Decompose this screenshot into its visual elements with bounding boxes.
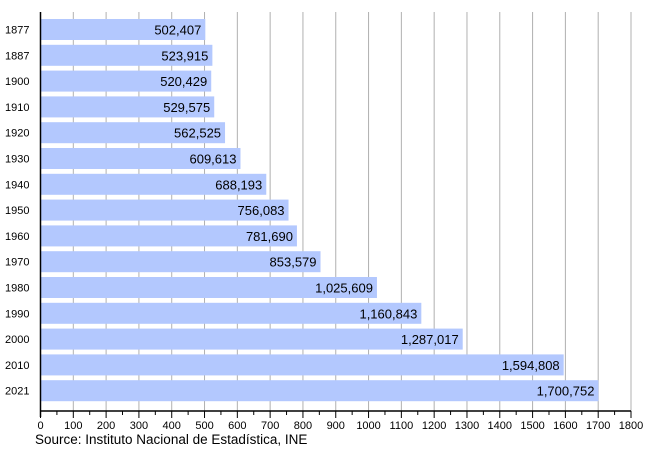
value-label: 756,083 <box>238 203 285 218</box>
x-tick-label: 1400 <box>488 420 512 432</box>
category-label: 1910 <box>5 102 29 114</box>
x-tick-label: 900 <box>327 420 345 432</box>
category-label: 1930 <box>5 154 29 166</box>
bar <box>40 328 463 350</box>
value-label: 1,287,017 <box>401 332 459 347</box>
x-tick-label: 1000 <box>356 420 380 432</box>
x-tick-label: 1600 <box>553 420 577 432</box>
value-label: 520,429 <box>160 74 207 89</box>
value-label: 1,700,752 <box>537 384 595 399</box>
bar <box>40 19 206 40</box>
value-label: 688,193 <box>215 177 262 192</box>
bar <box>40 354 564 376</box>
x-tick-label: 500 <box>195 420 213 432</box>
bar <box>40 44 213 66</box>
x-tick-label: 400 <box>163 420 181 432</box>
value-label: 609,613 <box>189 152 236 167</box>
x-tick-label: 0 <box>37 420 43 432</box>
category-label: 1960 <box>5 231 29 243</box>
bar <box>40 251 321 273</box>
value-label: 1,160,843 <box>359 306 417 321</box>
x-tick-label: 1300 <box>455 420 479 432</box>
bar <box>40 199 289 221</box>
bar <box>40 302 422 324</box>
bar <box>40 277 377 298</box>
bar <box>40 148 241 169</box>
x-tick-label: 1100 <box>390 420 414 432</box>
value-label: 523,915 <box>161 48 208 63</box>
value-label: 1,025,609 <box>315 281 373 296</box>
x-tick-label: 100 <box>64 420 82 432</box>
bar <box>40 122 226 144</box>
category-label: 2021 <box>5 386 29 398</box>
category-label: 1877 <box>5 25 29 37</box>
x-tick-label: 800 <box>294 420 312 432</box>
bar <box>40 173 267 195</box>
x-tick-label: 1500 <box>520 420 544 432</box>
x-tick-label: 1700 <box>586 420 610 432</box>
category-label: 1887 <box>5 50 29 62</box>
value-label: 781,690 <box>246 229 293 244</box>
category-label: 1990 <box>5 308 29 320</box>
x-tick-label: 700 <box>261 420 279 432</box>
bar <box>40 225 297 247</box>
value-label: 529,575 <box>163 100 210 115</box>
value-label: 562,525 <box>174 126 221 141</box>
bar <box>40 96 215 118</box>
category-label: 1970 <box>5 257 29 269</box>
category-label: 2000 <box>5 334 29 346</box>
bar <box>40 380 599 402</box>
x-tick-label: 1800 <box>619 420 643 432</box>
x-tick-label: 600 <box>228 420 246 432</box>
value-label: 1,594,808 <box>502 358 560 373</box>
bar <box>40 70 212 92</box>
x-tick-label: 1200 <box>422 420 446 432</box>
category-label: 1900 <box>5 76 29 88</box>
category-label: 1980 <box>5 283 29 295</box>
x-tick-label: 200 <box>97 420 115 432</box>
category-label: 1950 <box>5 205 29 217</box>
value-label: 853,579 <box>270 255 317 270</box>
category-label: 1940 <box>5 179 29 191</box>
x-tick-label: 300 <box>130 420 148 432</box>
value-label: 502,407 <box>154 23 201 38</box>
category-label: 1920 <box>5 128 29 140</box>
source-note: Source: Instituto Nacional de Estadístic… <box>35 432 308 447</box>
category-label: 2010 <box>5 360 29 372</box>
